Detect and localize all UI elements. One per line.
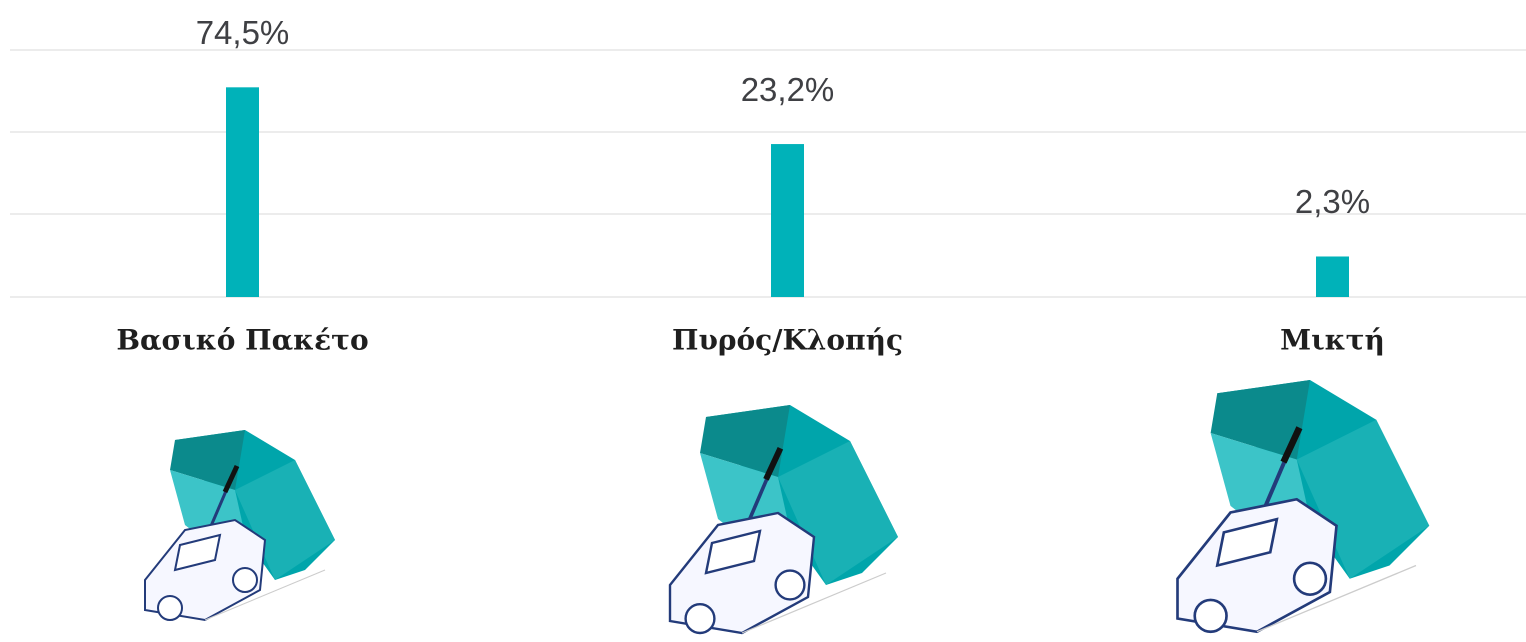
chart: 74,5% Βασικό Πακέτο 23,2% Πυρός/Κλοπής 2,3% Μ… <box>0 0 1526 642</box>
category-label: Πυρός/Κλοπής <box>672 324 903 357</box>
value-label: 23,2% <box>741 71 835 108</box>
bar <box>1316 256 1349 297</box>
value-label: 74,5% <box>196 14 290 51</box>
category-label: Μικτή <box>1280 324 1385 357</box>
illustration <box>1178 380 1430 632</box>
bar <box>771 144 804 297</box>
illustration <box>145 430 335 620</box>
bar <box>226 87 259 297</box>
category-label: Βασικό Πακέτο <box>116 324 368 357</box>
illustration <box>670 405 898 633</box>
value-label: 2,3% <box>1295 183 1370 220</box>
